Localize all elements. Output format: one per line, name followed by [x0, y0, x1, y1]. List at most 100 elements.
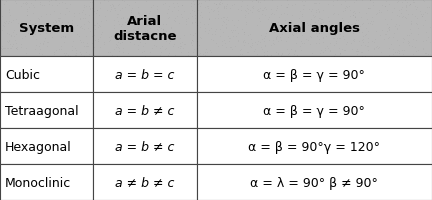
- Point: [130, 31, 137, 34]
- Point: [39, 43, 46, 47]
- Point: [368, 16, 375, 19]
- Point: [377, 51, 384, 54]
- Point: [331, 37, 338, 40]
- Point: [115, 47, 122, 50]
- Point: [111, 10, 118, 13]
- Point: [336, 52, 343, 55]
- Point: [204, 8, 211, 11]
- Point: [133, 18, 140, 22]
- Point: [166, 6, 173, 9]
- Point: [72, 50, 79, 54]
- Point: [299, 15, 305, 18]
- Point: [238, 53, 245, 56]
- Point: [267, 14, 274, 17]
- Point: [0, 41, 7, 45]
- Point: [6, 10, 13, 13]
- Point: [124, 52, 131, 55]
- Point: [30, 36, 37, 39]
- Point: [213, 3, 220, 6]
- Text: a ≠ b ≠ c: a ≠ b ≠ c: [115, 176, 175, 189]
- Point: [363, 0, 370, 2]
- Point: [91, 47, 98, 50]
- Point: [315, 42, 322, 46]
- Point: [319, 36, 326, 39]
- Point: [325, 50, 332, 53]
- Point: [110, 5, 117, 8]
- Point: [205, 18, 212, 21]
- Point: [215, 10, 222, 13]
- Point: [191, 4, 198, 7]
- Point: [418, 14, 425, 17]
- Point: [331, 34, 338, 37]
- Point: [48, 30, 54, 33]
- Point: [81, 28, 88, 32]
- Point: [182, 55, 189, 58]
- Point: [254, 11, 261, 14]
- Point: [311, 2, 318, 6]
- Point: [178, 13, 185, 16]
- Point: [142, 55, 149, 58]
- Point: [176, 46, 183, 49]
- Point: [59, 22, 66, 25]
- Point: [284, 53, 291, 56]
- Point: [306, 12, 313, 15]
- Point: [110, 48, 117, 51]
- Point: [159, 28, 166, 31]
- Point: [96, 37, 103, 40]
- Point: [157, 37, 164, 40]
- Point: [408, 24, 415, 27]
- Point: [264, 54, 270, 57]
- Point: [13, 3, 19, 6]
- Point: [157, 51, 164, 54]
- Point: [232, 45, 238, 48]
- Point: [90, 19, 97, 22]
- Point: [113, 46, 120, 50]
- Point: [205, 5, 212, 8]
- Point: [318, 18, 324, 21]
- Point: [59, 22, 66, 25]
- Point: [5, 9, 12, 12]
- Point: [200, 54, 207, 57]
- Bar: [197, 129, 432, 164]
- Point: [306, 8, 313, 11]
- Point: [303, 34, 310, 38]
- Point: [306, 8, 313, 11]
- Point: [43, 45, 50, 48]
- Text: a = b ≠ c: a = b ≠ c: [115, 140, 175, 153]
- Point: [12, 42, 19, 45]
- Point: [218, 7, 225, 10]
- Point: [31, 25, 38, 29]
- Point: [201, 54, 208, 57]
- Point: [309, 15, 316, 18]
- Point: [245, 34, 251, 37]
- Point: [31, 32, 38, 35]
- Point: [362, 33, 369, 36]
- Point: [29, 12, 36, 15]
- Point: [167, 27, 174, 31]
- Point: [235, 55, 242, 58]
- Point: [176, 22, 183, 26]
- Point: [409, 45, 416, 49]
- Point: [362, 0, 369, 2]
- Point: [273, 51, 280, 54]
- Point: [135, 48, 142, 51]
- Point: [207, 49, 214, 53]
- Point: [19, 0, 25, 2]
- Point: [61, 13, 68, 17]
- Point: [300, 29, 307, 32]
- Point: [285, 23, 292, 26]
- Point: [43, 26, 50, 29]
- Point: [418, 39, 425, 42]
- Point: [162, 47, 169, 50]
- Point: [24, 9, 31, 12]
- Point: [326, 49, 333, 52]
- Point: [377, 51, 384, 54]
- Point: [196, 0, 203, 2]
- Point: [331, 37, 338, 40]
- Point: [289, 13, 296, 16]
- Point: [278, 5, 285, 8]
- Point: [32, 45, 39, 48]
- Point: [136, 13, 143, 16]
- Point: [48, 0, 54, 2]
- Point: [122, 15, 129, 19]
